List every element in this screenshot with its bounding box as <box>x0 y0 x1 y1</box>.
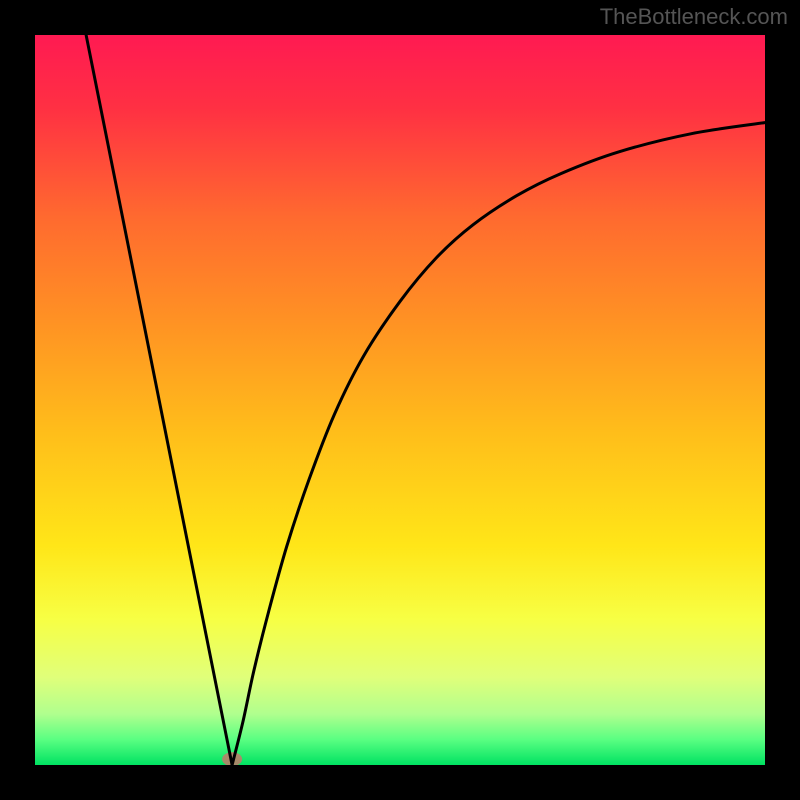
watermark-text: TheBottleneck.com <box>600 4 788 30</box>
curve-layer <box>35 35 765 765</box>
plot-area <box>35 35 765 765</box>
bottleneck-curve <box>86 35 765 765</box>
chart-stage: TheBottleneck.com <box>0 0 800 800</box>
